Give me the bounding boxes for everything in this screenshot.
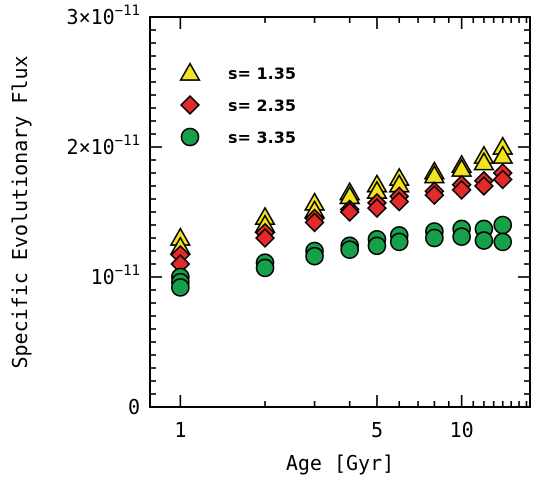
y-tick-label: 2×10−11 <box>67 133 140 159</box>
legend-marker-triangle <box>181 64 200 80</box>
legend-label: s= 1.35 <box>228 64 296 83</box>
circle-data-point <box>494 233 511 250</box>
circle-data-point <box>257 259 274 276</box>
circle-data-point <box>172 279 189 296</box>
y-tick-label: 3×10−11 <box>67 3 140 29</box>
legend-label: s= 3.35 <box>228 128 296 147</box>
x-axis-label: Age [Gyr] <box>286 451 394 475</box>
y-tick-labels: 010−112×10−113×10−11 <box>67 3 140 419</box>
y-tick-label-base: 0 <box>128 395 140 419</box>
circle-data-point <box>306 248 323 265</box>
circle-data-point <box>426 230 443 247</box>
legend: s= 1.35 s= 2.35 s= 3.35 <box>181 64 296 147</box>
circle-data-point <box>475 232 492 249</box>
data-points <box>171 138 512 296</box>
y-tick-label-exponent: −11 <box>115 263 140 279</box>
legend-label: s= 2.35 <box>228 96 296 115</box>
y-tick-label: 0 <box>128 395 140 419</box>
circle-data-point <box>341 241 358 258</box>
circle-data-point <box>391 233 408 250</box>
y-axis-label: Specific Evolutionary Flux <box>8 55 32 368</box>
y-tick-label-base: 3×10 <box>67 5 115 29</box>
legend-marker-diamond <box>181 96 199 114</box>
circle-data-point <box>368 237 385 254</box>
y-tick-label-base: 10 <box>91 265 115 289</box>
y-tick-label-exponent: −11 <box>115 133 140 149</box>
legend-marker-circle <box>182 129 199 146</box>
x-tick-label: 1 <box>174 418 186 442</box>
x-tick-label: 5 <box>371 418 383 442</box>
x-tick-labels: 1 5 10 <box>174 418 473 442</box>
circle-data-point <box>494 217 511 234</box>
x-tick-label: 10 <box>450 418 474 442</box>
y-tick-label-exponent: −11 <box>115 3 140 19</box>
y-tick-label: 10−11 <box>91 263 140 289</box>
y-tick-label-base: 2×10 <box>67 135 115 159</box>
circle-data-point <box>453 228 470 245</box>
